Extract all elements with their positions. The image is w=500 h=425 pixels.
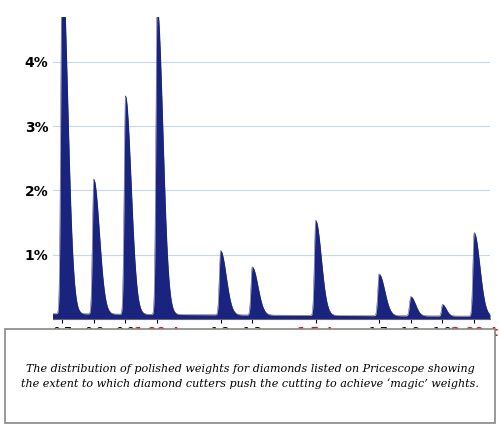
Text: The distribution of polished weights for diamonds listed on Pricescope showing
t: The distribution of polished weights for…: [21, 363, 479, 389]
FancyBboxPatch shape: [5, 329, 495, 423]
